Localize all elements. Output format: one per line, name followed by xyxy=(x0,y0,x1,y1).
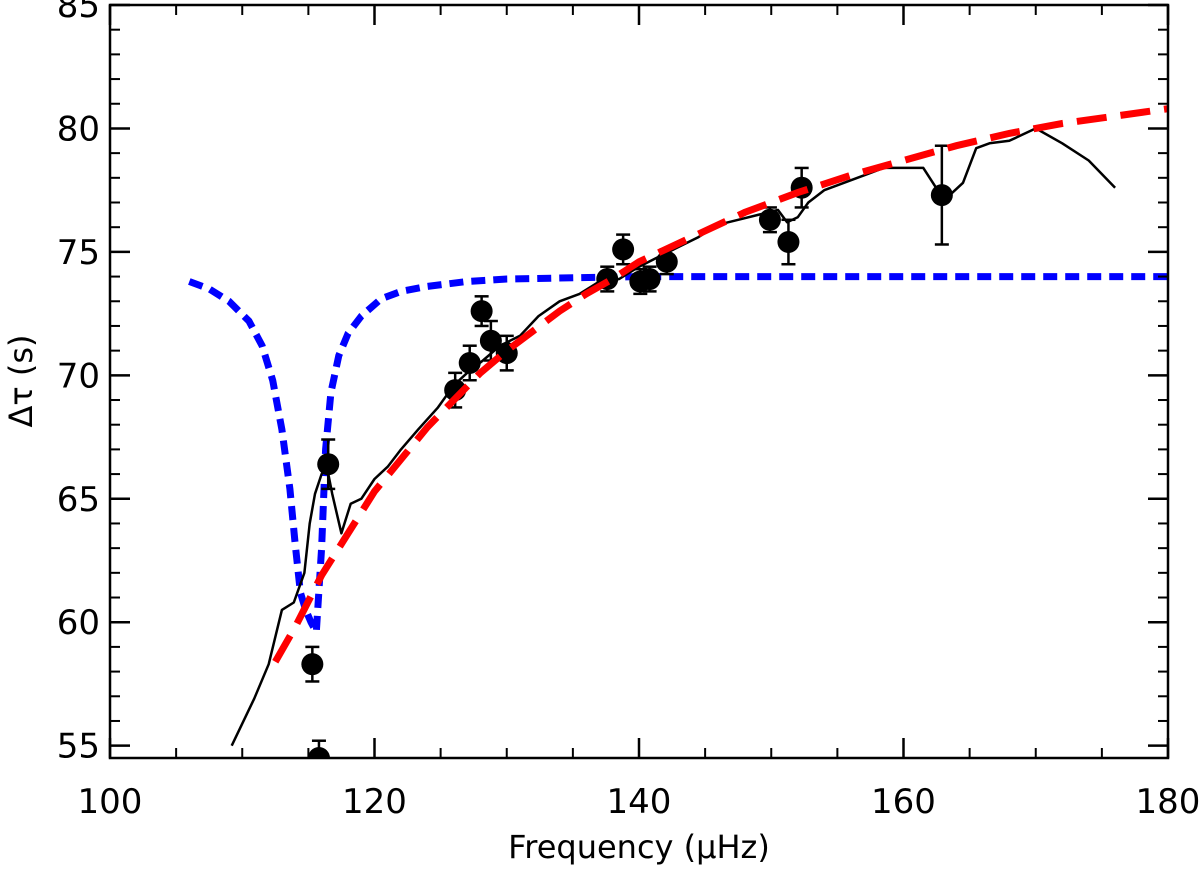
data-point xyxy=(470,295,493,328)
data-point xyxy=(930,144,953,246)
data-point-marker xyxy=(777,231,800,254)
x-tick-label: 100 xyxy=(78,782,143,822)
data-point xyxy=(307,739,330,758)
y-tick-label: 80 xyxy=(57,109,100,149)
series-layer xyxy=(188,105,1168,758)
data-point-marker xyxy=(638,268,661,291)
data-point-marker xyxy=(479,329,502,352)
y-tick-label: 85 xyxy=(57,0,100,26)
data-point xyxy=(638,265,661,293)
data-point-marker xyxy=(317,453,340,476)
ticks-layer: 100 120 140 160 180 55 60 65 70 75 80 85 xyxy=(57,0,1200,822)
data-point-marker xyxy=(612,238,635,261)
x-tick-label: 140 xyxy=(607,782,672,822)
plot-frame xyxy=(108,3,1170,760)
x-tick-label: 120 xyxy=(342,782,407,822)
red-dashed-fit xyxy=(272,105,1168,664)
data-point-marker xyxy=(758,208,781,231)
y-axis-title: Δτ (s) xyxy=(2,335,40,428)
data-point-marker xyxy=(301,653,324,676)
data-point xyxy=(317,438,340,491)
black-model-curve xyxy=(230,127,1116,747)
y-tick-label: 60 xyxy=(57,603,100,643)
data-point xyxy=(301,645,324,683)
y-tick-label: 70 xyxy=(57,356,100,396)
data-point-marker xyxy=(307,747,330,758)
x-tick-label: 160 xyxy=(871,782,936,822)
x-tick-label: 180 xyxy=(1136,782,1200,822)
data-point xyxy=(458,344,481,382)
data-point xyxy=(777,218,800,266)
data-point-marker xyxy=(470,300,493,323)
data-point xyxy=(612,233,635,266)
blue-dotted-curve xyxy=(188,273,1168,645)
y-tick-label: 65 xyxy=(57,480,100,520)
y-tick-label: 55 xyxy=(57,727,100,767)
x-axis-title: Frequency (μHz) xyxy=(508,828,770,866)
data-point-marker xyxy=(458,351,481,374)
data-point-marker xyxy=(655,250,678,273)
y-tick-label: 75 xyxy=(57,233,100,273)
data-point-marker xyxy=(930,184,953,207)
